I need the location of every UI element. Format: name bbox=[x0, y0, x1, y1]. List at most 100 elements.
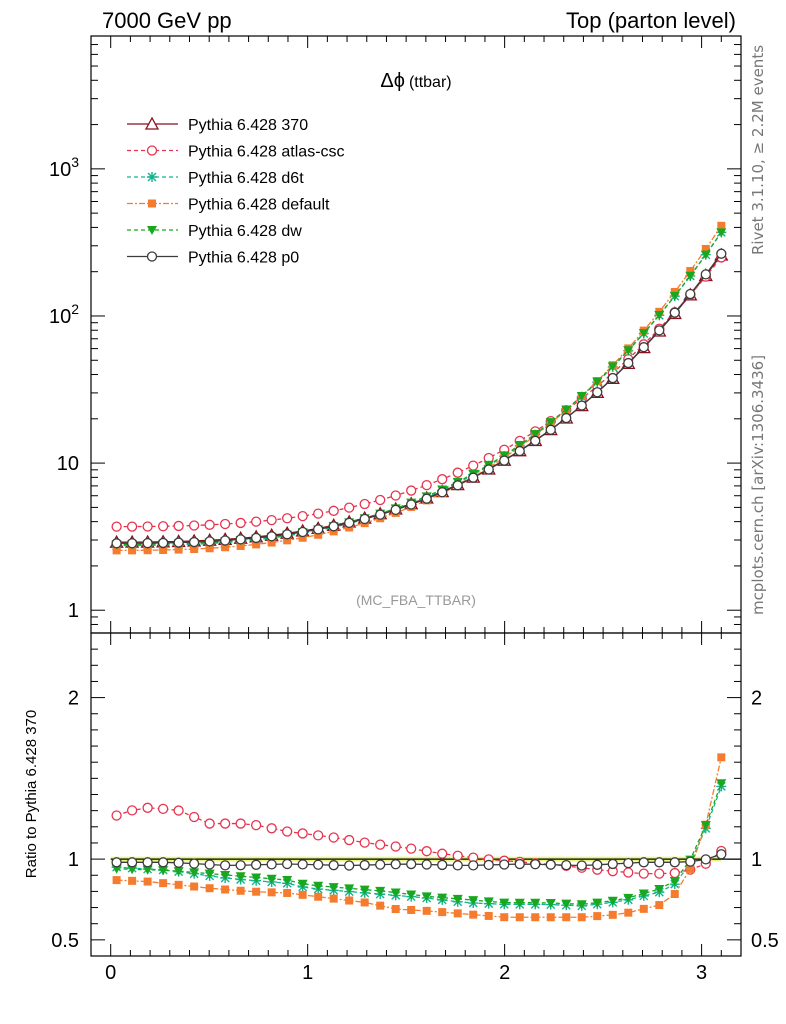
series-1-ratio-point bbox=[328, 832, 339, 843]
series-4-ratio-point bbox=[282, 876, 293, 886]
series-5-ratio-point bbox=[452, 860, 463, 871]
series-3-ratio-point bbox=[267, 888, 276, 897]
series-5-point bbox=[607, 372, 618, 384]
series-4-ratio bbox=[111, 779, 727, 910]
legend-item: Pythia 6.428 default bbox=[127, 197, 330, 214]
series-5-point bbox=[328, 521, 339, 532]
y-tick-label: 103 bbox=[49, 154, 79, 181]
series-5-point bbox=[592, 387, 603, 398]
series-5-ratio bbox=[111, 849, 727, 871]
series-3-point bbox=[143, 546, 152, 555]
series-1-ratio-point bbox=[219, 818, 231, 829]
series-1-point bbox=[157, 521, 169, 532]
legend-marker bbox=[148, 199, 156, 208]
series-5-point bbox=[204, 536, 215, 547]
series-4-ratio-point bbox=[638, 889, 649, 899]
series-3-ratio-point bbox=[484, 911, 493, 920]
series-3-ratio-point bbox=[422, 906, 431, 915]
legend-marker bbox=[144, 116, 160, 130]
series-3-ratio-point bbox=[190, 882, 199, 891]
series-1-point bbox=[452, 467, 463, 478]
series-5-ratio-point bbox=[421, 859, 432, 870]
series-3-point bbox=[112, 546, 121, 555]
series-5-ratio-point bbox=[483, 859, 494, 871]
series-5-point bbox=[142, 537, 153, 549]
series-1-ratio-point bbox=[188, 811, 200, 823]
series-5-point bbox=[716, 248, 727, 259]
series-4-point bbox=[654, 311, 665, 321]
series-5-point bbox=[313, 524, 324, 535]
series-4-ratio-point bbox=[499, 898, 510, 908]
ratio-tick-label-right: 0.5 bbox=[751, 930, 779, 952]
series-1-ratio-point bbox=[638, 868, 649, 879]
series-1-ratio-point bbox=[142, 802, 153, 813]
series-5-ratio-point bbox=[530, 859, 541, 870]
series-3-ratio-point bbox=[236, 886, 245, 895]
series-3-ratio-point bbox=[174, 880, 183, 889]
y-tick-label: 102 bbox=[49, 301, 79, 328]
legend-label: Pythia 6.428 d6t bbox=[188, 170, 304, 187]
series-5-ratio-point bbox=[499, 859, 510, 870]
series-3-ratio-point bbox=[469, 910, 478, 919]
series-5-ratio-point bbox=[437, 859, 448, 871]
series-5-ratio-point bbox=[669, 857, 680, 868]
series-0-main bbox=[109, 247, 729, 548]
header-right: Top (parton level) bbox=[566, 8, 736, 33]
series-1-point bbox=[468, 460, 479, 471]
series-5-line bbox=[116, 253, 722, 544]
series-1-point bbox=[111, 521, 122, 532]
series-5-point bbox=[251, 532, 262, 544]
series-2-ratio bbox=[111, 781, 727, 911]
series-4-ratio-point bbox=[700, 821, 711, 831]
series-5-main bbox=[111, 248, 727, 549]
series-4-ratio-point bbox=[204, 869, 215, 879]
series-1-ratio-point bbox=[390, 841, 401, 852]
series-3-ratio-point bbox=[531, 913, 540, 922]
series-3-ratio-point bbox=[438, 908, 447, 917]
series-4-point bbox=[514, 441, 525, 451]
series-5-point bbox=[235, 534, 246, 545]
series-4-ratio-point bbox=[623, 893, 634, 903]
series-3-ratio-point bbox=[453, 909, 462, 918]
chart-title: Δϕ (ttbar) bbox=[380, 70, 451, 92]
series-3-ratio-point bbox=[670, 890, 679, 899]
series-4-ratio-point bbox=[220, 870, 231, 880]
header-left: 7000 GeV pp bbox=[102, 8, 232, 33]
series-3-ratio-point bbox=[360, 898, 369, 907]
series-2-line bbox=[116, 232, 722, 547]
series-4-ratio-point bbox=[669, 876, 680, 886]
legend-marker bbox=[146, 145, 158, 156]
series-3-line bbox=[116, 225, 722, 552]
series-5-ratio-point bbox=[468, 860, 479, 871]
series-5-ratio-point bbox=[716, 849, 727, 860]
series-5-ratio-point bbox=[700, 854, 711, 865]
series-3-ratio-point bbox=[407, 905, 416, 914]
series-3-ratio-point bbox=[252, 887, 261, 896]
series-5-point bbox=[638, 342, 649, 353]
series-3-point bbox=[252, 540, 261, 549]
legend-item: Pythia 6.428 dw bbox=[127, 223, 302, 240]
series-4-point bbox=[592, 377, 603, 387]
series-1-point bbox=[297, 510, 308, 522]
series-5-ratio-point bbox=[282, 858, 293, 870]
series-1-ratio-point bbox=[235, 818, 246, 829]
series-3-ratio-point bbox=[546, 913, 555, 922]
series-5-ratio-point bbox=[576, 860, 587, 871]
series-5-point bbox=[126, 538, 138, 549]
series-5-ratio-point bbox=[328, 860, 339, 871]
series-3-point bbox=[298, 533, 307, 542]
legend-label: Pythia 6.428 370 bbox=[188, 117, 308, 134]
series-4-point bbox=[700, 250, 711, 260]
series-4-ratio-point bbox=[576, 900, 587, 910]
series-3-point bbox=[701, 244, 710, 253]
series-3-ratio-point bbox=[128, 876, 137, 885]
series-5-point bbox=[375, 509, 386, 520]
series-5-ratio-point bbox=[638, 857, 649, 868]
series-5-point bbox=[344, 517, 355, 529]
series-5-point bbox=[545, 424, 556, 435]
series-4-point bbox=[638, 329, 649, 339]
chart-title-suffix: (ttbar) bbox=[409, 74, 452, 91]
series-5-ratio-point bbox=[297, 859, 308, 870]
series-3-point bbox=[686, 266, 695, 275]
